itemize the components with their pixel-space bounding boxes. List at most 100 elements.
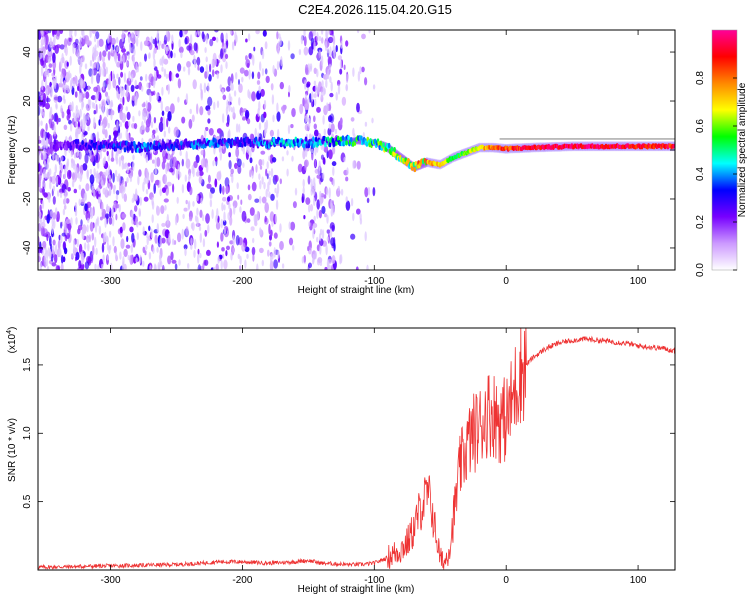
spectrogram-noise-blob: [269, 211, 275, 223]
spectrogram-haze-blob: [156, 92, 159, 101]
spectrogram-haze-blob: [96, 131, 100, 141]
spectrogram-haze-blob: [110, 109, 113, 121]
spectrogram-noise-blob: [237, 158, 242, 168]
spectrogram-noise-blob: [321, 205, 326, 215]
spectrogram-noise-blob: [219, 48, 224, 59]
spectrogram-haze-blob: [49, 106, 53, 116]
spectrogram-haze-blob: [252, 237, 255, 244]
spectrogram-haze-blob: [60, 234, 63, 244]
spectrogram-haze-blob: [302, 186, 305, 195]
spectrogram-noise-blob: [44, 43, 49, 50]
spectrogram-haze-blob: [77, 109, 80, 119]
spectrogram-haze-blob: [49, 250, 52, 258]
spectrogram-haze-blob: [325, 187, 329, 196]
spectrogram-haze-blob: [131, 217, 134, 225]
spectrogram-noise-blob: [350, 117, 355, 122]
spectrogram-haze-blob: [308, 122, 311, 128]
ridge-segment: [387, 142, 391, 149]
spectrogram-haze-blob: [53, 124, 56, 135]
spectrogram-noise-blob: [71, 172, 75, 180]
colorbar-tick-label: 0.0: [695, 263, 706, 277]
spectrogram-haze-blob: [49, 168, 52, 176]
spectrogram-haze-blob: [59, 77, 63, 85]
spectrogram-haze-blob: [216, 72, 219, 79]
spectrogram-haze-blob: [178, 259, 181, 266]
spectrogram-haze-blob: [119, 132, 123, 139]
spectrogram-haze-blob: [247, 33, 251, 42]
spectrogram-noise-blob: [53, 94, 59, 103]
spectrogram-haze-blob: [95, 247, 98, 255]
spectrogram-noise-blob: [185, 226, 189, 237]
spectrogram-noise-blob: [63, 204, 67, 210]
spectrogram-haze-blob: [122, 54, 125, 65]
spectrogram-noise-blob: [345, 200, 351, 211]
spectrogram-haze-blob: [239, 255, 242, 265]
spectrogram-noise-blob: [149, 151, 153, 161]
spectrogram-haze-blob: [149, 265, 152, 270]
ridge-segment: [89, 145, 93, 151]
spectrogram-noise-blob: [226, 114, 230, 125]
spectrogram-haze-blob: [325, 79, 328, 88]
spectrogram-haze-blob: [254, 214, 257, 225]
spectrogram-haze-blob: [89, 30, 92, 38]
spectrogram-noise-blob: [131, 232, 135, 243]
spectrogram-noise-blob: [249, 169, 252, 178]
spectrogram-haze-blob: [136, 221, 139, 228]
spectrogram-haze-blob: [38, 215, 42, 223]
spectrogram-haze-blob: [258, 173, 261, 180]
spectrogram-noise-blob: [38, 139, 42, 144]
spectrogram-noise-blob: [207, 118, 211, 124]
spectrogram-haze-blob: [177, 163, 180, 175]
spectrogram-noise-blob: [188, 216, 193, 222]
spectrogram-noise-blob: [345, 40, 349, 47]
spectrogram-haze-blob: [328, 264, 332, 270]
spectrogram-haze-blob: [125, 162, 128, 168]
spectrogram-noise-blob: [60, 155, 64, 162]
spectrogram-haze-blob: [211, 209, 214, 219]
spectrogram-haze-blob: [91, 69, 95, 77]
spectrogram-haze-blob: [143, 151, 146, 159]
spectrogram-haze-blob: [97, 186, 100, 192]
spectrogram-noise-blob: [133, 123, 138, 130]
spectrogram-haze-blob: [92, 46, 95, 58]
spectrogram-haze-blob: [129, 42, 132, 54]
spectrogram-haze-blob: [288, 85, 291, 93]
spectrogram-haze-blob: [180, 51, 183, 59]
spectrogram-noise-blob: [303, 215, 306, 220]
spectrogram-haze-blob: [231, 41, 235, 51]
spectrogram-y-tick-label: -40: [22, 240, 33, 255]
spectrogram-noise-blob: [260, 88, 265, 97]
spectrogram-noise-blob: [273, 259, 278, 269]
spectrogram-noise-blob: [126, 61, 129, 66]
spectrogram-haze-blob: [94, 221, 98, 233]
spectrogram-noise-blob: [204, 229, 208, 237]
spectrogram-noise-blob: [301, 192, 305, 203]
spectrogram-noise-blob: [252, 253, 255, 262]
spectrogram-noise-blob: [89, 174, 95, 185]
spectrogram-noise-blob: [151, 159, 155, 164]
spectrogram-noise-blob: [230, 168, 234, 175]
spectrogram-haze-blob: [71, 101, 74, 112]
spectrogram-noise-blob: [271, 157, 277, 163]
spectrogram-ridge: [49, 134, 675, 173]
spectrogram-haze-blob: [56, 190, 60, 197]
spectrogram-noise-blob: [77, 85, 80, 92]
spectrogram-haze-blob: [233, 205, 236, 215]
spectrogram-haze-blob: [357, 71, 361, 82]
spectrogram-haze-blob: [179, 150, 182, 156]
spectrogram-noise-blob: [343, 64, 346, 71]
spectrogram-noise-blob: [66, 169, 72, 180]
spectrogram-haze-blob: [45, 137, 49, 149]
spectrogram-noise-blob: [225, 185, 229, 195]
spectrogram-haze-blob: [320, 30, 324, 35]
spectrogram-haze-blob: [121, 188, 124, 199]
ridge-segment: [326, 136, 330, 142]
spectrogram-noise-blob: [246, 118, 251, 125]
spectrogram-haze-blob: [128, 70, 131, 82]
spectrogram-noise-blob: [327, 127, 332, 136]
spectrogram-haze-blob: [330, 81, 333, 92]
spectrogram-noise-blob: [341, 96, 347, 106]
ridge-segment: [307, 143, 311, 149]
ridge-segment: [252, 142, 255, 149]
spectrogram-haze-blob: [84, 63, 88, 70]
